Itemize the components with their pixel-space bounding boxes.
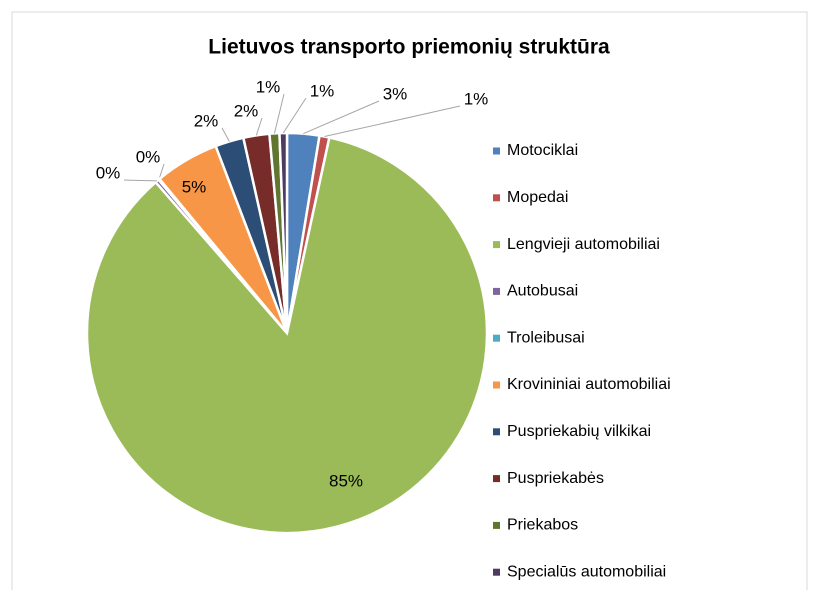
data-label: 5%: [182, 177, 207, 196]
data-label: 0%: [96, 163, 121, 182]
data-label: 2%: [194, 111, 219, 130]
legend-label: Puspriekabių vilkikai: [507, 423, 651, 440]
legend-label: Priekabos: [507, 517, 578, 534]
leader-line: [303, 100, 380, 135]
legend-swatch: [493, 568, 500, 576]
legend-label: Motociklai: [507, 142, 578, 159]
pie-slice: [85, 136, 489, 535]
legend-label: Puspriekabės: [507, 470, 604, 487]
legend-swatch: [493, 241, 500, 249]
data-label: 2%: [234, 101, 259, 120]
legend-swatch: [493, 428, 500, 436]
chart-frame: [11, 11, 808, 590]
leader-line: [123, 179, 158, 182]
legend-swatch: [493, 334, 500, 342]
leader-line: [221, 127, 230, 142]
legend-swatch: [493, 147, 500, 155]
data-label: 1%: [256, 77, 281, 96]
data-label: 1%: [310, 81, 335, 100]
leader-line: [324, 105, 461, 138]
data-label: 85%: [329, 471, 363, 490]
data-label: 1%: [464, 89, 489, 108]
legend-label: Krovininiai automobiliai: [507, 376, 671, 393]
leader-line: [158, 163, 165, 180]
legend-label: Troleibusai: [507, 329, 585, 346]
legend-label: Specialūs automobiliai: [507, 563, 666, 580]
legend-swatch: [493, 521, 500, 529]
leader-line: [282, 97, 307, 134]
legend-label: Autobusai: [507, 283, 578, 300]
leader-line: [273, 93, 285, 134]
legend-swatch: [493, 194, 500, 202]
leader-line: [255, 117, 263, 136]
data-label: 0%: [136, 147, 161, 166]
legend-label: Lengvieji automobiliai: [507, 236, 660, 253]
data-label: 3%: [383, 84, 408, 103]
chart-title: Lietuvos transporto priemonių struktūra: [208, 36, 610, 59]
legend-swatch: [493, 287, 500, 295]
legend-label: Mopedai: [507, 189, 568, 206]
legend-swatch: [493, 381, 500, 389]
legend-swatch: [493, 475, 500, 483]
